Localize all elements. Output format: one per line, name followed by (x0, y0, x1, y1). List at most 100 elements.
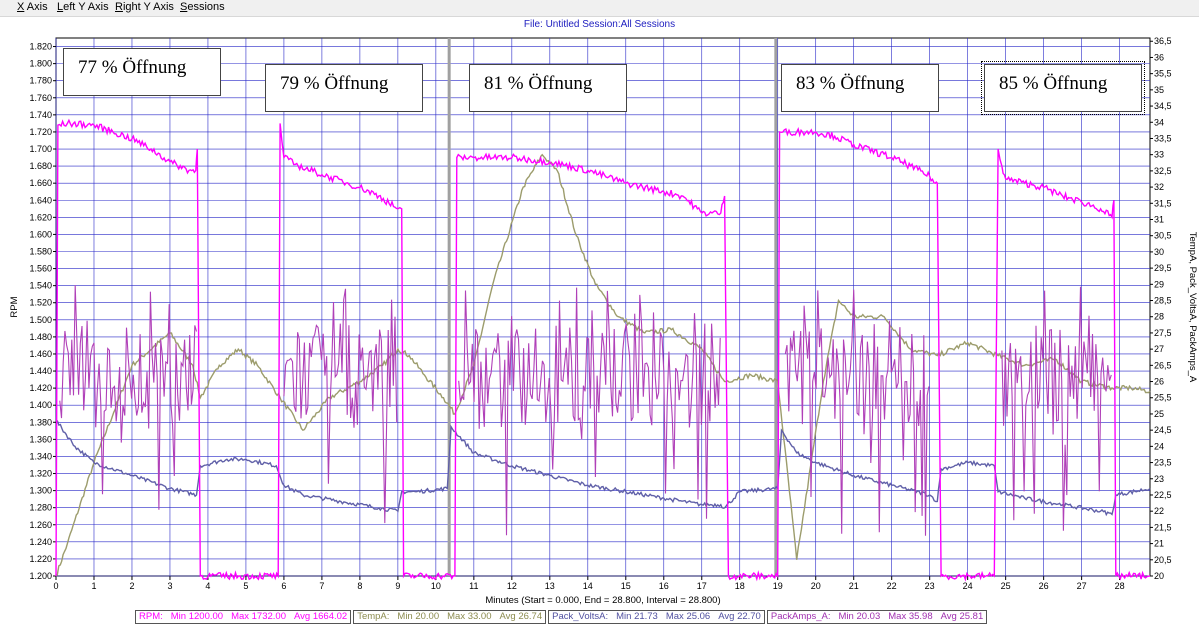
y-tick-label: 1.680 (29, 161, 52, 171)
legend-rpm: RPM: Min 1200.00 Max 1732.00 Avg 1664.02 (135, 610, 352, 624)
x-tick-label: 24 (963, 581, 973, 591)
y2-tick-label: 32 (1154, 182, 1164, 192)
x-tick-label: 8 (357, 581, 362, 591)
y2-tick-label: 30 (1154, 247, 1164, 257)
y-tick-label: 1.500 (29, 315, 52, 325)
legend-rpm-min: Min 1200.00 (170, 611, 224, 622)
legend-packamps-avg: Avg 25.81 (940, 611, 984, 622)
annotation-83: 83 % Öffnung (781, 64, 939, 112)
y2-tick-label: 35,5 (1154, 69, 1172, 79)
legend: RPM: Min 1200.00 Max 1732.00 Avg 1664.02 Te… (135, 610, 989, 624)
y-tick-label: 1.620 (29, 212, 52, 222)
legend-packvolts-name: Pack_VoltsA (552, 611, 606, 622)
y2-tick-label: 21 (1154, 539, 1164, 549)
annotation-79: 79 % Öffnung (265, 64, 423, 112)
y2-tick-label: 24,5 (1154, 425, 1172, 435)
x-tick-label: 12 (507, 581, 517, 591)
menu-left-y-axis[interactable]: Left Y Axis (57, 1, 109, 13)
y2-tick-label: 33,5 (1154, 133, 1172, 143)
x-tick-label: 6 (281, 581, 286, 591)
y-tick-label: 1.780 (29, 76, 52, 86)
y2-tick-label: 28 (1154, 312, 1164, 322)
chart-title: File: Untitled Session:All Sessions (523, 19, 676, 30)
y-axis-title: RPM (9, 296, 20, 317)
x-tick-label: 20 (811, 581, 821, 591)
y2-tick-label: 34,5 (1154, 101, 1172, 111)
y-tick-label: 1.240 (29, 537, 52, 547)
annotation-81: 81 % Öffnung (469, 64, 627, 112)
x-tick-label: 5 (243, 581, 248, 591)
x-axis-title: Minutes (Start = 0.000, End = 28.800, In… (485, 595, 720, 606)
y2-tick-label: 27,5 (1154, 328, 1172, 338)
x-tick-label: 9 (395, 581, 400, 591)
legend-tempa: TempA: Min 20.00 Max 33.00 Avg 26.74 (353, 610, 547, 624)
chart: 0 1 2 3 4 5 6 7 8 9 10 11 12 13 14 15 16 17 18 19 20 21 22 23 24… (9, 36, 1198, 606)
y2-tick-label: 22 (1154, 506, 1164, 516)
y-tick-label: 1.280 (29, 503, 52, 513)
x-tick-label: 14 (583, 581, 593, 591)
y-tick-label: 1.600 (29, 229, 52, 239)
y-tick-label: 1.720 (29, 127, 52, 137)
x-tick-label: 23 (925, 581, 935, 591)
series-pack-voltsa (55, 419, 1151, 517)
y2-tick-label: 25 (1154, 409, 1164, 419)
y2-axis-title: TempA, Pack_VoltsA, PackAmps_A (1187, 232, 1198, 383)
x-tick-label: 16 (659, 581, 669, 591)
y2-tick-label: 25,5 (1154, 393, 1172, 403)
y-tick-label: 1.400 (29, 400, 52, 410)
y2-tick-label: 27 (1154, 344, 1164, 354)
y-tick-label: 1.540 (29, 281, 52, 291)
y-tick-label: 1.660 (29, 178, 52, 188)
y2-tick-label: 20,5 (1154, 555, 1172, 565)
y2-tick-label: 20 (1154, 571, 1164, 581)
annotation-85[interactable]: 85 % Öffnung (981, 61, 1145, 115)
legend-tempa-max: Max 33.00 (447, 611, 492, 622)
y-tick-label: 1.220 (29, 554, 52, 564)
y-tick-label: 1.420 (29, 383, 52, 393)
x-tick-label: 26 (1039, 581, 1049, 591)
series-packamps-a (59, 285, 1112, 536)
y2-tick-label: 36,5 (1154, 36, 1172, 46)
menu-x-axis[interactable]: X Axis (17, 1, 48, 13)
y-tick-label: 1.760 (29, 93, 52, 103)
legend-packvolts-min: Min 21.73 (616, 611, 658, 622)
legend-tempa-avg: Avg 26.74 (499, 611, 543, 622)
y2-tick-label: 31 (1154, 214, 1164, 224)
x-tick-label: 7 (319, 581, 324, 591)
menu-sessions[interactable]: Sessions (180, 1, 225, 13)
y-tick-label: 1.340 (29, 451, 52, 461)
annotation-77: 77 % Öffnung (63, 48, 221, 96)
y2-tick-label: 35 (1154, 85, 1164, 95)
legend-tempa-name: TempA (357, 611, 387, 622)
y2-tick-label: 36 (1154, 52, 1164, 62)
legend-packamps-max: Max 35.98 (888, 611, 933, 622)
y2-tick-label: 34 (1154, 117, 1164, 127)
y2-tick-label: 23,5 (1154, 458, 1172, 468)
y-tick-label: 1.640 (29, 195, 52, 205)
y-tick-label: 1.520 (29, 298, 52, 308)
menu-right-y-axis[interactable]: Right Y Axis (115, 1, 174, 13)
y-tick-label: 1.360 (29, 434, 52, 444)
y2-tick-label: 32,5 (1154, 166, 1172, 176)
y-tick-label: 1.700 (29, 144, 52, 154)
plot-area (55, 37, 1151, 577)
legend-packamps-min: Min 20.03 (838, 611, 881, 622)
x-tick-label: 22 (887, 581, 897, 591)
y2-tick-label: 26,5 (1154, 360, 1172, 370)
y-tick-label: 1.460 (29, 349, 52, 359)
x-tick-label: 13 (545, 581, 555, 591)
x-tick-label: 27 (1077, 581, 1087, 591)
y2-tick-label: 23 (1154, 474, 1164, 484)
y2-tick-label: 33 (1154, 150, 1164, 160)
y-tick-label: 1.300 (29, 486, 52, 496)
x-tick-label: 10 (431, 581, 441, 591)
y2-tick-label: 28,5 (1154, 296, 1172, 306)
legend-packamps: PackAmps_A: Min 20.03 Max 35.98 Avg 25.81 (766, 610, 988, 624)
x-tick-label: 25 (1001, 581, 1011, 591)
y2-tick-label: 21,5 (1154, 522, 1172, 532)
y2-tick-label: 22,5 (1154, 490, 1172, 500)
y-tick-label: 1.480 (29, 332, 52, 342)
y2-tick-label: 24 (1154, 441, 1164, 451)
y-tick-label: 1.200 (29, 571, 52, 581)
legend-packvolts-avg: Avg 22.70 (718, 611, 761, 622)
